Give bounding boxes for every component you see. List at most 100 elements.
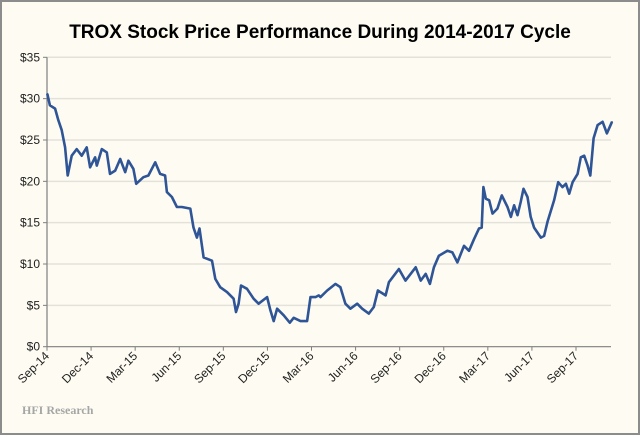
data-point: [419, 279, 422, 282]
data-point: [181, 206, 183, 208]
data-point: [119, 158, 121, 160]
data-point: [135, 183, 137, 185]
data-point: [513, 204, 515, 207]
data-point: [583, 154, 586, 157]
data-point: [109, 173, 111, 175]
data-point: [288, 321, 291, 324]
data-point: [356, 302, 358, 305]
data-point: [438, 254, 440, 257]
data-point: [89, 166, 91, 169]
data-point: [606, 132, 608, 135]
data-point: [80, 154, 83, 157]
data-point: [522, 187, 525, 190]
data-point: [132, 168, 135, 170]
data-point: [373, 306, 375, 308]
data-point: [257, 302, 260, 305]
data-point: [164, 174, 166, 177]
data-point: [272, 320, 275, 322]
data-point: [70, 154, 73, 157]
data-point: [319, 296, 322, 298]
data-point: [488, 199, 490, 202]
data-point: [189, 207, 192, 210]
data-point: [473, 238, 475, 241]
data-point: [571, 181, 574, 183]
data-point: [561, 186, 564, 188]
data-point: [154, 161, 156, 164]
data-point: [124, 171, 126, 174]
data-point: [142, 176, 145, 178]
data-point: [46, 92, 49, 95]
data-point: [519, 201, 522, 203]
data-point: [64, 146, 66, 149]
data-point: [557, 181, 560, 183]
data-point: [388, 281, 390, 284]
data-point: [276, 307, 278, 310]
data-point: [309, 296, 312, 298]
data-point: [198, 227, 201, 230]
data-point: [299, 320, 302, 322]
data-point: [318, 294, 320, 297]
data-point: [533, 226, 535, 229]
data-point: [54, 107, 56, 110]
data-point: [349, 307, 352, 310]
data-point: [94, 156, 96, 159]
y-tick-label: $25: [20, 133, 40, 147]
data-point: [506, 206, 509, 208]
series-group: [46, 92, 614, 324]
data-point: [232, 297, 235, 300]
data-point: [192, 226, 195, 229]
y-tick-label: $15: [20, 216, 40, 230]
y-tick-label: $5: [27, 298, 41, 312]
data-point: [127, 159, 130, 162]
data-point: [601, 120, 604, 123]
data-point: [468, 249, 470, 252]
data-point: [526, 196, 529, 198]
data-point: [611, 120, 613, 123]
data-point: [424, 273, 427, 275]
data-point: [96, 164, 98, 167]
data-point: [478, 227, 480, 230]
data-point: [596, 124, 599, 126]
data-point: [202, 256, 205, 259]
y-tick-label: $30: [20, 92, 40, 106]
data-point: [252, 297, 255, 300]
data-point: [456, 261, 459, 264]
data-point: [57, 119, 60, 121]
y-tick-label: $10: [20, 257, 40, 271]
data-point: [114, 169, 116, 172]
data-point: [565, 183, 567, 185]
y-tick-label: $35: [20, 50, 40, 64]
data-point: [226, 291, 228, 293]
data-point: [429, 283, 431, 285]
data-point: [546, 221, 549, 223]
data-point: [580, 156, 582, 159]
data-point: [510, 216, 512, 218]
data-point: [282, 314, 285, 317]
data-point: [159, 173, 161, 175]
data-point: [344, 302, 347, 305]
data-point: [446, 249, 449, 252]
data-point: [85, 146, 88, 149]
data-point: [414, 266, 417, 269]
data-point: [377, 289, 379, 292]
data-point: [314, 296, 317, 298]
data-point: [219, 286, 222, 288]
data-point: [384, 294, 387, 297]
data-point: [398, 268, 400, 270]
data-point: [576, 173, 579, 175]
data-point: [334, 283, 337, 285]
data-point: [306, 320, 308, 322]
data-point: [75, 148, 78, 150]
data-point: [196, 236, 198, 239]
data-point: [106, 151, 108, 154]
data-point: [592, 137, 595, 140]
data-point: [246, 288, 248, 290]
data-point: [176, 206, 178, 208]
data-point: [516, 214, 519, 217]
data-point: [292, 316, 295, 319]
data-point: [482, 186, 485, 188]
data-point: [404, 279, 407, 282]
data-point: [529, 216, 532, 218]
